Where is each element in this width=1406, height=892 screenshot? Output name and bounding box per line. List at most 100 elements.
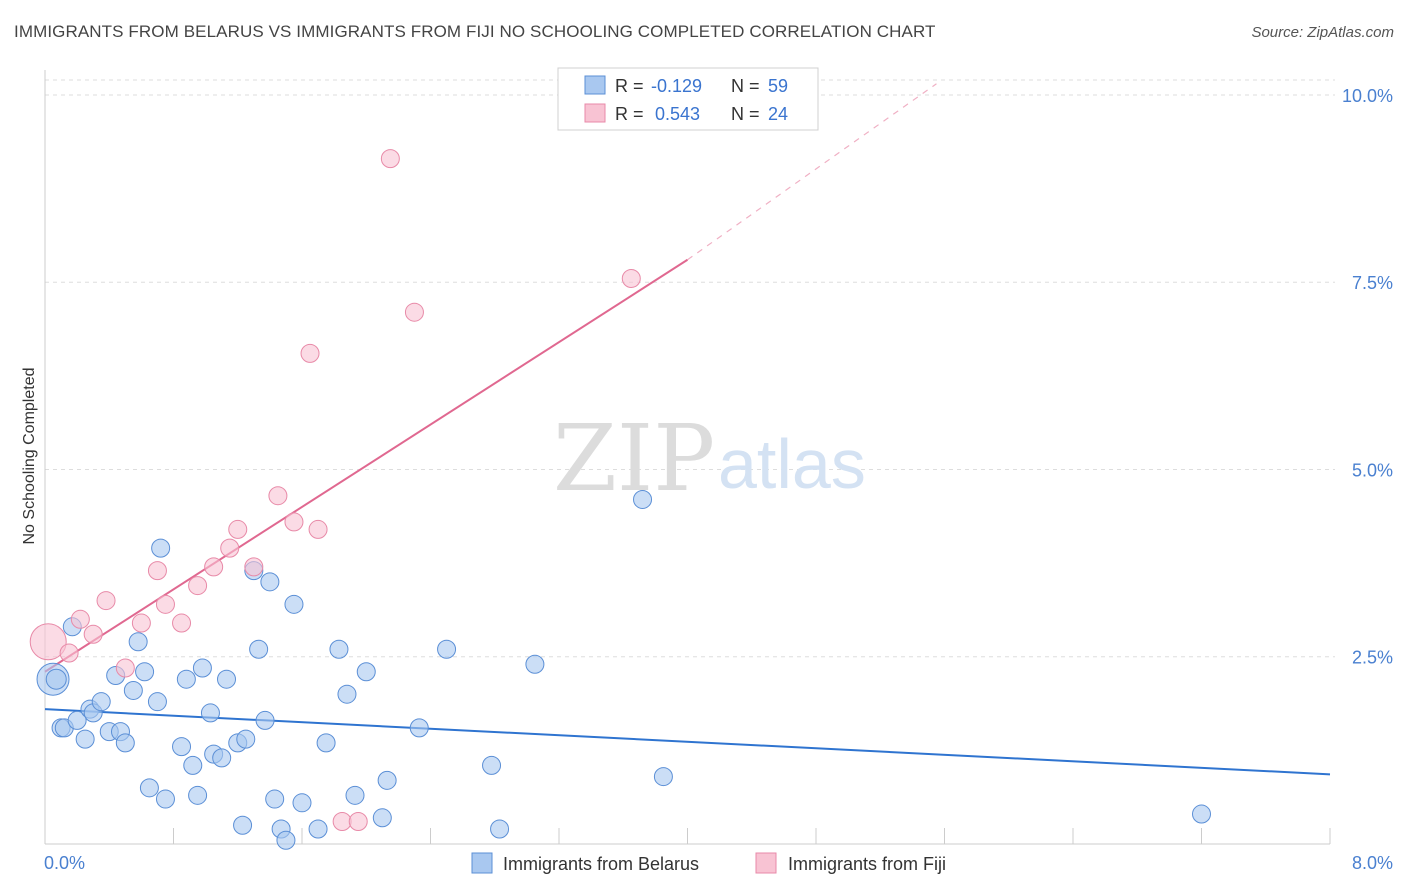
legend-n-value-belarus: 59	[768, 76, 788, 96]
bottom-legend: Immigrants from Belarus Immigrants from …	[471, 852, 946, 874]
bottom-legend-label-fiji: Immigrants from Fiji	[788, 854, 946, 874]
bottom-legend-label-belarus: Immigrants from Belarus	[503, 854, 699, 874]
legend-box: R = -0.129 N = 59 R = 0.543 N = 24	[557, 67, 819, 131]
point-fiji-4	[96, 591, 116, 611]
point-fiji-18	[308, 519, 328, 539]
axes	[44, 70, 1331, 845]
point-belarus-14	[123, 680, 143, 700]
point-belarus-31	[233, 815, 253, 835]
point-fiji-5	[115, 658, 135, 678]
point-belarus-43	[316, 733, 336, 753]
x-tick-label-1: 8.0%	[1352, 853, 1393, 873]
point-fiji-14	[244, 557, 264, 577]
point-fiji-17	[300, 343, 320, 363]
point-belarus-49	[377, 770, 397, 790]
point-fiji-10	[188, 576, 208, 596]
legend-swatch-belarus	[584, 75, 606, 95]
point-belarus-29	[217, 669, 237, 689]
point-belarus-34	[249, 639, 269, 659]
point-belarus-47	[356, 662, 376, 682]
point-fiji-7	[147, 561, 167, 581]
y-tick-label-2: 7.5%	[1352, 273, 1393, 293]
point-belarus-13	[115, 733, 135, 753]
point-belarus-22	[176, 669, 196, 689]
data-points	[29, 149, 1211, 850]
point-belarus-41	[292, 793, 312, 813]
point-belarus-5	[67, 710, 87, 730]
point-belarus-16	[135, 662, 155, 682]
point-belarus-32	[236, 729, 256, 749]
point-fiji-0	[29, 623, 67, 661]
point-belarus-39	[276, 830, 296, 850]
chart-title: IMMIGRANTS FROM BELARUS VS IMMIGRANTS FR…	[14, 22, 936, 41]
watermark-atlas: atlas	[718, 425, 866, 503]
point-belarus-57	[1192, 804, 1211, 824]
tick-labels: 2.5% 5.0% 7.5% 10.0% 0.0% 8.0%	[44, 86, 1393, 873]
legend-r-value-belarus: -0.129	[651, 76, 702, 96]
point-belarus-23	[183, 755, 203, 775]
point-belarus-50	[409, 718, 429, 738]
point-belarus-17	[139, 778, 159, 798]
point-belarus-42	[308, 819, 328, 839]
point-belarus-44	[329, 639, 349, 659]
point-belarus-48	[372, 808, 392, 828]
point-belarus-54	[525, 654, 545, 674]
point-fiji-21	[380, 149, 400, 169]
legend-swatch-fiji	[584, 103, 606, 123]
point-belarus-37	[265, 789, 285, 809]
point-fiji-22	[404, 302, 424, 322]
y-tick-label-0: 2.5%	[1352, 648, 1393, 668]
point-belarus-25	[192, 658, 212, 678]
point-belarus-18	[147, 692, 167, 712]
trend-line-fiji	[44, 258, 689, 673]
trend-line-fiji-extension	[687, 83, 937, 261]
bottom-legend-swatch-belarus	[471, 852, 493, 874]
legend-n-label-fiji: N =	[731, 104, 760, 124]
legend-r-label-belarus: R =	[615, 76, 644, 96]
point-belarus-36	[260, 572, 280, 592]
point-belarus-45	[337, 684, 357, 704]
source-label: Source: ZipAtlas.com	[1251, 24, 1394, 41]
point-fiji-11	[204, 557, 224, 577]
point-belarus-55	[633, 489, 653, 509]
point-fiji-23	[621, 268, 641, 288]
y-tick-label-1: 5.0%	[1352, 460, 1393, 480]
point-belarus-9	[91, 692, 111, 712]
point-belarus-19	[151, 538, 171, 558]
point-belarus-21	[172, 737, 192, 757]
watermark: ZIP atlas	[553, 405, 866, 512]
point-fiji-8	[155, 594, 175, 614]
point-belarus-51	[437, 639, 457, 659]
x-tick-label-0: 0.0%	[44, 853, 85, 873]
point-belarus-53	[490, 819, 510, 839]
bottom-legend-swatch-fiji	[755, 852, 777, 874]
point-belarus-24	[188, 785, 208, 805]
legend-r-value-fiji: 0.543	[655, 104, 700, 124]
point-belarus-15	[128, 632, 148, 652]
point-belarus-1	[45, 668, 67, 690]
y-axis-label: No Schooling Completed	[21, 368, 38, 545]
point-fiji-16	[284, 512, 304, 532]
y-tick-label-3: 10.0%	[1342, 86, 1393, 106]
point-fiji-1	[59, 643, 79, 663]
point-fiji-6	[131, 613, 151, 633]
legend-n-label-belarus: N =	[731, 76, 760, 96]
watermark-zip: ZIP	[553, 405, 715, 512]
point-belarus-6	[75, 729, 95, 749]
point-fiji-15	[268, 486, 288, 506]
point-belarus-46	[345, 785, 365, 805]
point-fiji-2	[70, 609, 90, 629]
point-belarus-52	[482, 755, 502, 775]
point-belarus-35	[255, 710, 275, 730]
point-belarus-28	[212, 748, 232, 768]
legend-r-label-fiji: R =	[615, 104, 644, 124]
point-fiji-20	[348, 812, 368, 832]
point-fiji-3	[83, 624, 103, 644]
point-belarus-40	[284, 594, 304, 614]
point-fiji-12	[220, 538, 240, 558]
point-fiji-13	[228, 519, 248, 539]
point-belarus-26	[200, 703, 220, 723]
point-belarus-56	[653, 767, 673, 787]
point-fiji-9	[172, 613, 192, 633]
